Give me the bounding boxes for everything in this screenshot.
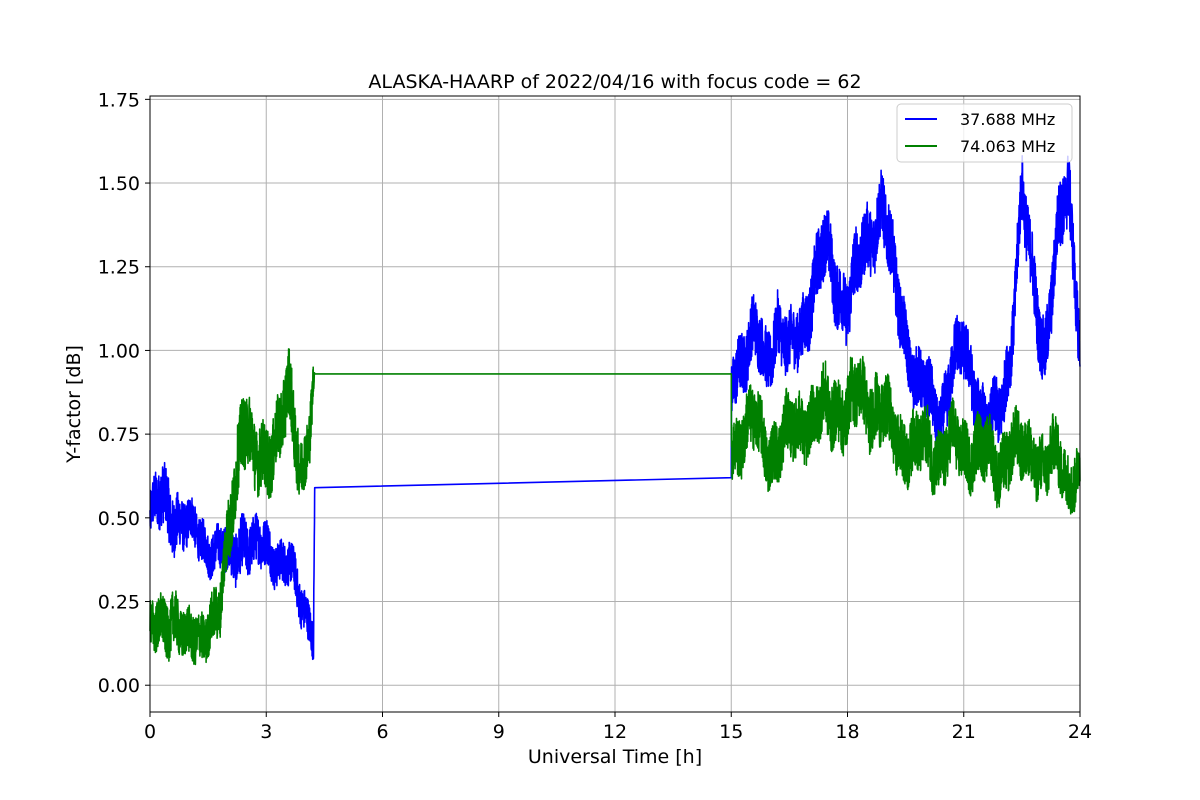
legend-label-74-063: 74.063 MHz: [960, 137, 1055, 156]
series-layer: [149, 155, 1081, 666]
y-axis-label: Y-factor [dB]: [63, 345, 85, 464]
chart-title: ALASKA-HAARP of 2022/04/16 with focus co…: [368, 71, 861, 93]
y-tick-label: 0.25: [98, 592, 140, 614]
y-tick-label: 0.50: [98, 508, 140, 530]
y-axis-ticks: 0.00 0.25 0.50 0.75 1.00 1.25 1.50 1.75: [98, 89, 150, 697]
y-tick-label: 1.75: [98, 89, 140, 111]
x-tick-label: 18: [835, 721, 859, 743]
legend-label-37-688: 37.688 MHz: [960, 110, 1055, 129]
y-tick-label: 1.00: [98, 340, 140, 362]
legend: 37.688 MHz 74.063 MHz: [896, 103, 1073, 163]
x-tick-label: 15: [719, 721, 743, 743]
x-tick-label: 12: [603, 721, 627, 743]
x-axis-ticks: 0 3 6 9 12 15 18 21 24: [144, 712, 1092, 743]
series-line-37-688-mhz: [149, 155, 1081, 661]
x-tick-label: 24: [1068, 721, 1092, 743]
x-tick-label: 0: [144, 721, 156, 743]
y-tick-label: 1.50: [98, 173, 140, 195]
x-tick-label: 9: [493, 721, 505, 743]
y-tick-label: 0.00: [98, 675, 140, 697]
x-axis-label: Universal Time [h]: [528, 746, 702, 768]
x-tick-label: 3: [260, 721, 272, 743]
legend-box: [896, 103, 1073, 163]
y-tick-label: 1.25: [98, 257, 140, 279]
x-tick-label: 21: [952, 721, 976, 743]
x-tick-label: 6: [376, 721, 388, 743]
series-line-74-063-mhz: [149, 348, 1081, 666]
y-tick-label: 0.75: [98, 424, 140, 446]
